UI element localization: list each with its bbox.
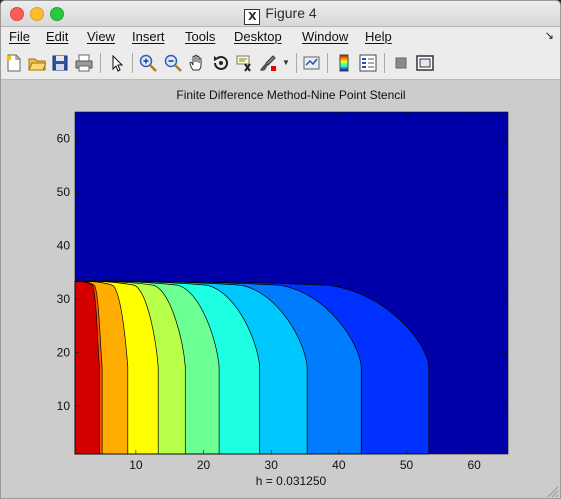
y-tick-label: 30 [57,292,71,306]
x-tick-label: 50 [400,458,414,472]
link-icon[interactable] [303,54,321,72]
menu-bar: File Edit View Insert Tools Desktop Wind… [1,27,560,47]
print-icon[interactable] [75,54,93,72]
open-file-icon[interactable] [28,54,46,72]
hide-plot-tools-icon[interactable] [392,54,410,72]
menu-help[interactable]: Help [365,29,392,44]
rotate-3d-icon[interactable] [212,54,230,72]
y-tick-label: 10 [57,399,71,413]
y-tick-label: 50 [57,185,71,199]
x-tick-label: 40 [332,458,346,472]
y-tick-label: 60 [57,132,71,146]
zoom-out-icon[interactable] [164,54,182,72]
toolbar-separator [296,53,297,73]
legend-icon[interactable] [359,54,377,72]
menu-view[interactable]: View [87,29,115,44]
toolbar-separator [384,53,385,73]
menu-edit[interactable]: Edit [46,29,68,44]
x11-icon: X [244,9,260,25]
window-title-wrap: X Figure 4 [1,5,560,25]
x-tick-label: 30 [265,458,279,472]
colorbar-icon[interactable] [335,54,353,72]
toolbar-separator [327,53,328,73]
chart-title: Finite Difference Method-Nine Point Sten… [176,88,405,102]
brush-icon[interactable] [259,54,277,72]
window-title: Figure 4 [265,5,316,21]
figure-canvas: Finite Difference Method-Nine Point Sten… [1,80,560,499]
x-tick-label: 10 [129,458,143,472]
save-icon[interactable] [51,54,69,72]
show-plot-tools-icon[interactable] [416,54,434,72]
menu-desktop[interactable]: Desktop [234,29,282,44]
toolbar-separator [100,53,101,73]
menu-tools[interactable]: Tools [185,29,215,44]
title-bar: X Figure 4 [1,1,560,27]
x-tick-label: 60 [467,458,481,472]
menu-file[interactable]: File [9,29,30,44]
menu-insert[interactable]: Insert [132,29,165,44]
data-cursor-icon[interactable] [236,54,254,72]
resize-grip-icon[interactable] [545,484,559,498]
edit-plot-icon[interactable] [108,54,126,72]
pan-icon[interactable] [188,54,206,72]
zoom-in-icon[interactable] [139,54,157,72]
contour-fills [75,112,508,454]
x-axis-label: h = 0.031250 [256,474,327,488]
toolbar: ▼ [1,47,560,80]
brush-dropdown-icon[interactable]: ▼ [282,58,290,67]
y-tick-label: 20 [57,345,71,359]
menu-window[interactable]: Window [302,29,348,44]
new-figure-icon[interactable] [5,54,23,72]
contour-plot[interactable]: Finite Difference Method-Nine Point Sten… [1,80,560,499]
x-tick-label: 20 [197,458,211,472]
menu-overflow-arrow-icon[interactable]: ↘ [545,29,554,42]
y-tick-label: 40 [57,239,71,253]
toolbar-separator [132,53,133,73]
